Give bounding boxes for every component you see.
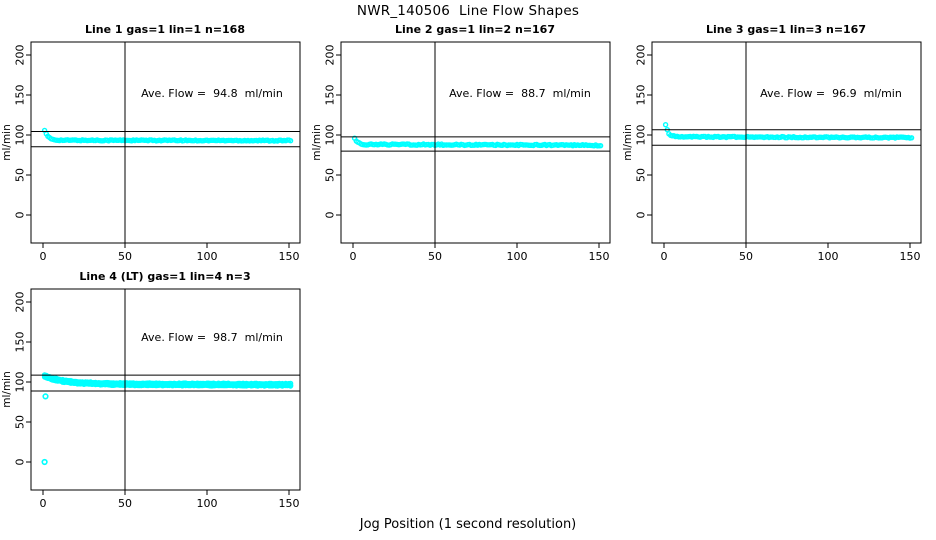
y-tick-label: 150 [14, 332, 27, 353]
subplot3-data-points [662, 121, 915, 141]
subplot1-title: Line 1 gas=1 lin=1 n=168 [84, 23, 245, 36]
x-tick-label: 150 [589, 250, 610, 263]
y-axis-label: ml/min [1, 371, 13, 407]
x-tick-label: 50 [118, 250, 132, 263]
subplot4-ave-flow-annotation: Ave. Flow = 98.7 ml/min [141, 331, 283, 344]
subplot1-ave-flow-annotation: Ave. Flow = 94.8 ml/min [141, 87, 283, 100]
x-tick-label: 100 [197, 497, 218, 510]
subplot3-ave-flow-annotation: Ave. Flow = 96.9 ml/min [760, 87, 902, 100]
x-axis-title: Jog Position (1 second resolution) [359, 517, 577, 532]
x-tick-label: 150 [900, 250, 921, 263]
y-tick-label: 0 [14, 459, 27, 466]
y-axis-label: ml/min [622, 124, 634, 160]
subplot3-title: Line 3 gas=1 lin=3 n=167 [705, 23, 866, 36]
subplot4-box [30, 288, 301, 491]
subplot2-box [340, 41, 611, 244]
y-tick-label: 100 [635, 125, 648, 146]
y-tick-label: 50 [324, 168, 337, 182]
y-tick-label: 200 [14, 45, 27, 66]
outlier-point [42, 393, 49, 400]
x-tick-label: 50 [739, 250, 753, 263]
y-tick-label: 0 [324, 212, 337, 219]
y-tick-label: 150 [635, 85, 648, 106]
subplot1-box [30, 41, 301, 244]
subplot2-data-points [351, 135, 604, 149]
x-tick-label: 0 [40, 250, 47, 263]
subplot4-data-points [41, 372, 294, 466]
y-tick-label: 0 [14, 212, 27, 219]
figure-title: NWR_140506 Line Flow Shapes [356, 3, 580, 19]
x-tick-label: 150 [279, 250, 300, 263]
y-tick-label: 50 [14, 415, 27, 429]
x-tick-label: 100 [197, 250, 218, 263]
subplot3-box [651, 41, 922, 244]
y-tick-label: 150 [14, 85, 27, 106]
y-tick-label: 100 [14, 372, 27, 393]
y-tick-label: 100 [14, 125, 27, 146]
subplot4-title: Line 4 (LT) gas=1 lin=4 n=3 [79, 270, 251, 283]
y-tick-label: 50 [635, 168, 648, 182]
y-axis-label: ml/min [311, 124, 323, 160]
x-tick-label: 0 [661, 250, 668, 263]
y-tick-label: 150 [324, 85, 337, 106]
y-tick-label: 0 [635, 212, 648, 219]
x-tick-label: 100 [818, 250, 839, 263]
y-tick-label: 200 [635, 45, 648, 66]
x-tick-label: 0 [350, 250, 357, 263]
x-tick-label: 0 [40, 497, 47, 510]
subplot1-data-points [41, 127, 294, 144]
y-tick-label: 100 [324, 125, 337, 146]
y-tick-label: 200 [324, 45, 337, 66]
subplot2-ave-flow-annotation: Ave. Flow = 88.7 ml/min [449, 87, 591, 100]
x-tick-label: 150 [279, 497, 300, 510]
outlier-point [41, 458, 48, 466]
x-tick-label: 100 [507, 250, 528, 263]
y-axis-label: ml/min [1, 124, 13, 160]
x-tick-label: 50 [428, 250, 442, 263]
subplot2-title: Line 2 gas=1 lin=2 n=167 [394, 23, 555, 36]
y-tick-label: 200 [14, 292, 27, 313]
y-tick-label: 50 [14, 168, 27, 182]
x-tick-label: 50 [118, 497, 132, 510]
